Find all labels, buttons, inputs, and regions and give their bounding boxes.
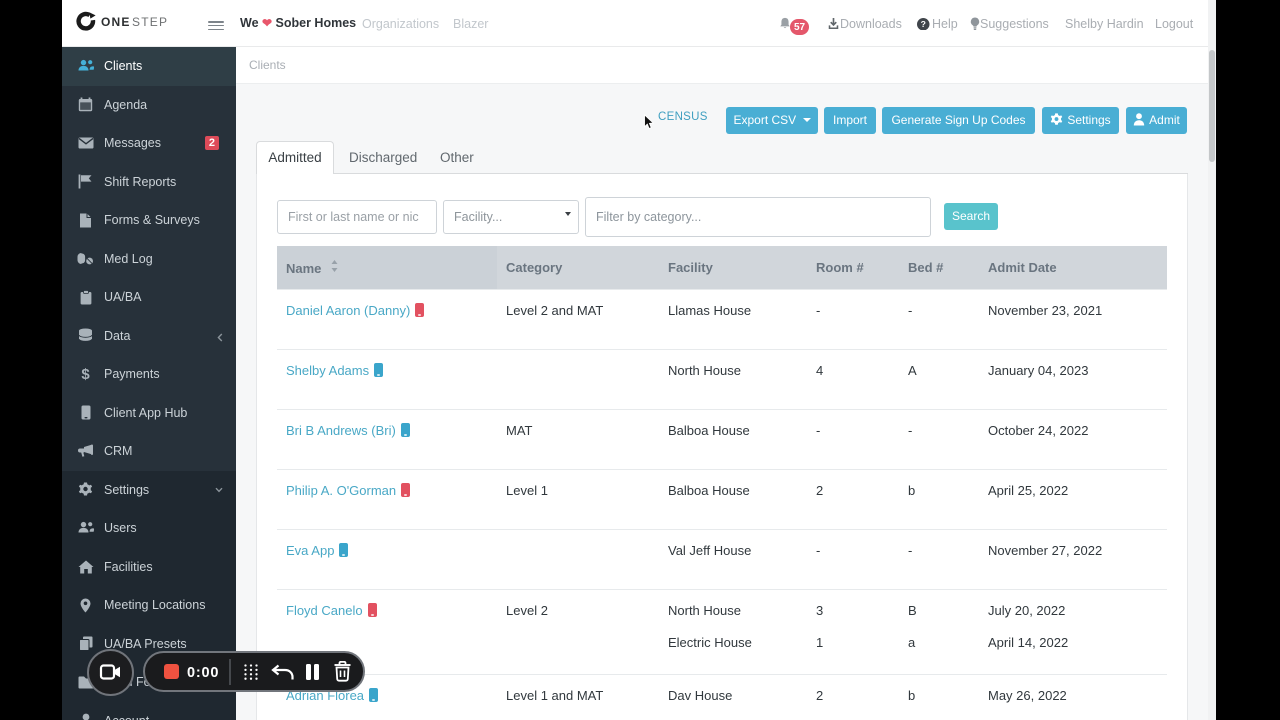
svg-text:?: ? bbox=[921, 19, 926, 29]
